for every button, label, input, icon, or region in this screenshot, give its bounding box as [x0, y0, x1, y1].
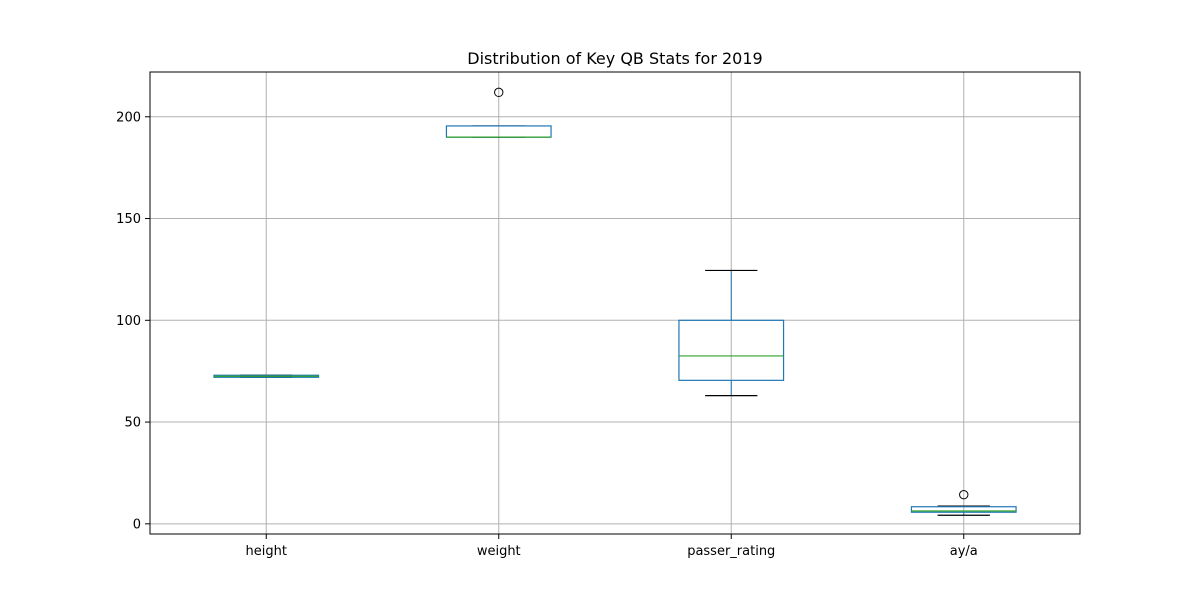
- box-group-weight: [445, 87, 552, 138]
- x-tick-label: ay/a: [950, 544, 978, 559]
- iqr-box: [910, 506, 1017, 513]
- chart-title: Distribution of Key QB Stats for 2019: [467, 49, 762, 68]
- box-group-height: [213, 374, 320, 378]
- x-tick-label: height: [246, 544, 287, 559]
- tick-layer: 0 50 100 150 200 height weight passer_rating ay/…: [116, 110, 978, 559]
- grid-layer: [150, 72, 1080, 534]
- outlier-point: [494, 87, 504, 98]
- box-group-ay-a: [910, 490, 1017, 516]
- box-group-passer-rating: [678, 269, 785, 397]
- y-tick-label: 0: [133, 517, 141, 532]
- iqr-box: [678, 319, 785, 381]
- y-tick-label: 200: [116, 110, 141, 125]
- y-tick-label: 100: [116, 314, 141, 329]
- y-tick-label: 50: [124, 416, 141, 431]
- x-tick-label: weight: [477, 544, 521, 559]
- y-tick-label: 150: [116, 212, 141, 227]
- outlier-point: [959, 490, 969, 500]
- x-tick-label: passer_rating: [687, 544, 775, 559]
- plot-area-frame: [149, 71, 1081, 535]
- box-layer: [213, 87, 1017, 516]
